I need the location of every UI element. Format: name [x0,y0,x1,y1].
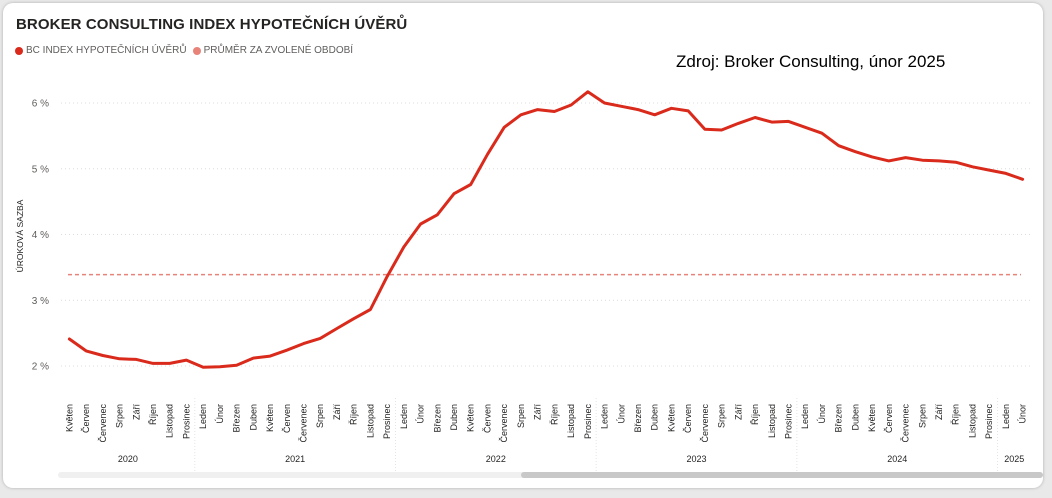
x-month-label: Říjen [750,404,760,425]
x-month-label: Září [733,404,743,421]
x-month-label: Květen [265,404,275,432]
legend-label-average: PRŮMĚR ZA ZVOLENÉ OBDOBÍ [203,45,354,56]
x-month-label: Květen [867,404,877,432]
x-month-label: Březen [633,404,643,433]
x-month-label: Únor [416,404,426,424]
x-month-label: Červenec [700,404,710,443]
horizontal-scrollbar[interactable] [58,472,1043,478]
x-month-label: Duben [449,404,459,431]
x-month-label: Prosinec [181,404,191,440]
chart-card: BROKER CONSULTING INDEX HYPOTEČNÍCH ÚVĚR… [3,3,1043,488]
y-axis-label: ÚROKOVÁ SAZBA [15,199,25,272]
x-month-label: Červen [884,404,894,433]
legend-item-index[interactable]: BC INDEX HYPOTEČNÍCH ÚVĚRŮ [15,45,187,56]
x-month-label: Únor [817,404,827,424]
x-month-label: Květen [666,404,676,432]
x-month-label: Září [533,404,543,421]
x-month-label: Prosinec [984,404,994,440]
y-tick-label: 2 % [32,362,49,373]
x-year-label: 2022 [486,454,506,464]
x-month-label: Prosinec [382,404,392,440]
source-annotation: Zdroj: Broker Consulting, únor 2025 [676,52,946,71]
x-month-label: Únor [1018,404,1028,424]
line-chart: 2 % 3 % 4 % 5 % 6 % ÚROKOVÁ SAZBA Květen Červen… [15,90,1031,471]
x-month-label: Duben [650,404,660,431]
x-month-label: Červen [81,404,91,433]
legend-label-index: BC INDEX HYPOTEČNÍCH ÚVĚRŮ [26,45,187,56]
x-month-label: Září [934,404,944,421]
scrollbar-thumb[interactable] [521,472,1043,478]
x-month-label: Leden [399,404,409,429]
x-month-label: Srpen [717,404,727,428]
series-line-bc-index [67,90,1025,369]
x-month-label: Prosinec [583,404,593,440]
x-month-label: Červenec [901,404,911,443]
x-month-label: Leden [800,404,810,429]
x-month-label: Červenec [299,404,309,443]
x-year-label: 2021 [285,454,305,464]
x-month-label: Září [332,404,342,421]
x-year-label: 2025 [1004,454,1024,464]
x-month-label: Červen [282,404,292,433]
x-month-label: Leden [1001,404,1011,429]
x-month-label: Březen [834,404,844,433]
x-month-label: Listopad [566,404,576,438]
x-month-label: Duben [248,404,258,431]
x-month-label: Červen [683,404,693,433]
x-month-label: Listopad [767,404,777,438]
x-month-label: Květen [466,404,476,432]
x-month-label: Listopad [968,404,978,438]
y-tick-label: 6 % [32,99,49,110]
x-month-label: Únor [616,404,626,424]
x-month-label: Červen [483,404,493,433]
x-month-label: Únor [215,404,225,424]
x-month-label: Leden [198,404,208,429]
x-month-label: Leden [600,404,610,429]
legend: BC INDEX HYPOTEČNÍCH ÚVĚRŮ PRŮMĚR ZA ZVO… [15,45,359,56]
x-year-label: 2020 [118,454,138,464]
y-tick-label: 3 % [32,296,49,307]
x-month-label: Březen [432,404,442,433]
x-month-label: Březen [232,404,242,433]
x-year-label: 2023 [687,454,707,464]
x-month-label: Srpen [115,404,125,428]
x-month-label: Říjen [349,404,359,425]
x-month-label: Říjen [148,404,158,425]
x-month-label: Říjen [951,404,961,425]
legend-dot-icon [15,46,23,55]
x-month-label: Duben [850,404,860,431]
legend-item-average[interactable]: PRŮMĚR ZA ZVOLENÉ OBDOBÍ [192,45,354,56]
y-tick-label: 4 % [32,230,49,241]
x-month-label: Srpen [315,404,325,428]
legend-dot-icon [192,46,201,55]
x-month-label: Listopad [365,404,375,438]
x-month-label: Srpen [917,404,927,428]
x-month-label: Srpen [516,404,526,428]
chart-title: BROKER CONSULTING INDEX HYPOTEČNÍCH ÚVĚR… [16,16,408,33]
y-tick-label: 5 % [32,164,49,175]
x-month-label: Listopad [165,404,175,438]
x-month-label: Září [131,404,141,421]
x-month-label: Květen [64,404,74,432]
x-month-label: Prosinec [784,404,794,440]
x-month-label: Říjen [549,404,559,425]
x-month-label: Červenec [499,404,509,443]
x-year-label: 2024 [887,454,907,464]
x-month-label: Červenec [98,404,108,443]
